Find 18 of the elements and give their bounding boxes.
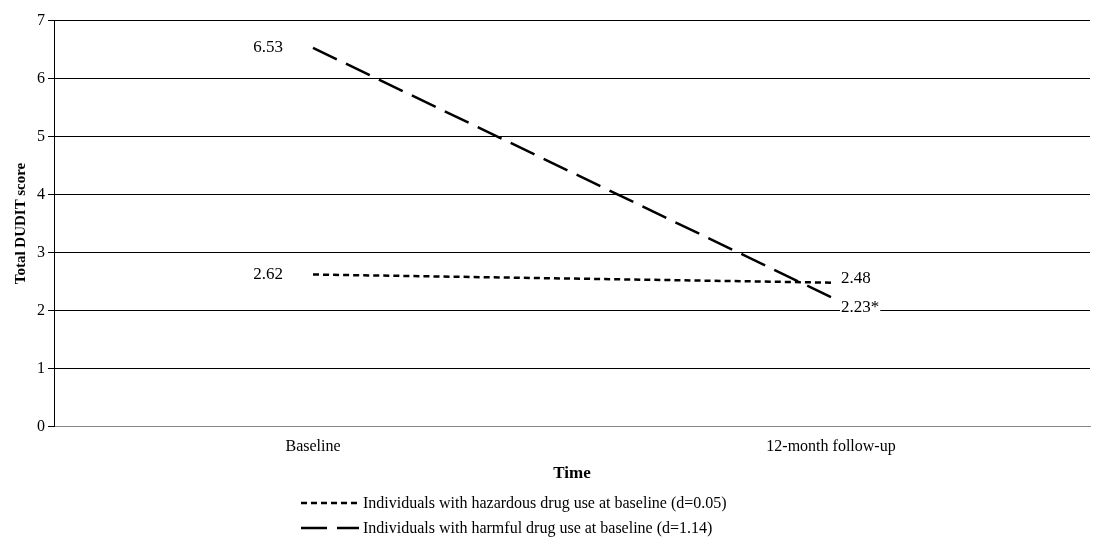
data-label: 6.53	[253, 37, 283, 57]
y-tick-label: 1	[37, 358, 45, 376]
x-tick-label: Baseline	[285, 437, 341, 455]
y-axis-title: Total DUDIT score	[11, 162, 28, 285]
y-tick-label: 7	[37, 10, 45, 28]
data-label: 2.62	[253, 263, 283, 283]
y-tick-label: 3	[37, 242, 45, 260]
y-tick-label: 6	[37, 68, 45, 86]
data-label: 2.23*	[841, 296, 880, 316]
legend-label: Individuals with harmful drug use at baseline (d=1.14)	[363, 518, 713, 537]
data-label: 2.48	[841, 268, 871, 288]
y-tick-label: 0	[37, 416, 45, 434]
legend-label: Individuals with hazardous drug use at baseline (d=0.05)	[363, 493, 727, 512]
y-tick-label: 2	[37, 300, 45, 318]
y-tick-label: 4	[37, 184, 45, 202]
y-tick-label: 5	[37, 126, 45, 144]
x-tick-label: 12-month follow-up	[766, 437, 896, 456]
x-axis-title: Time	[553, 463, 592, 483]
